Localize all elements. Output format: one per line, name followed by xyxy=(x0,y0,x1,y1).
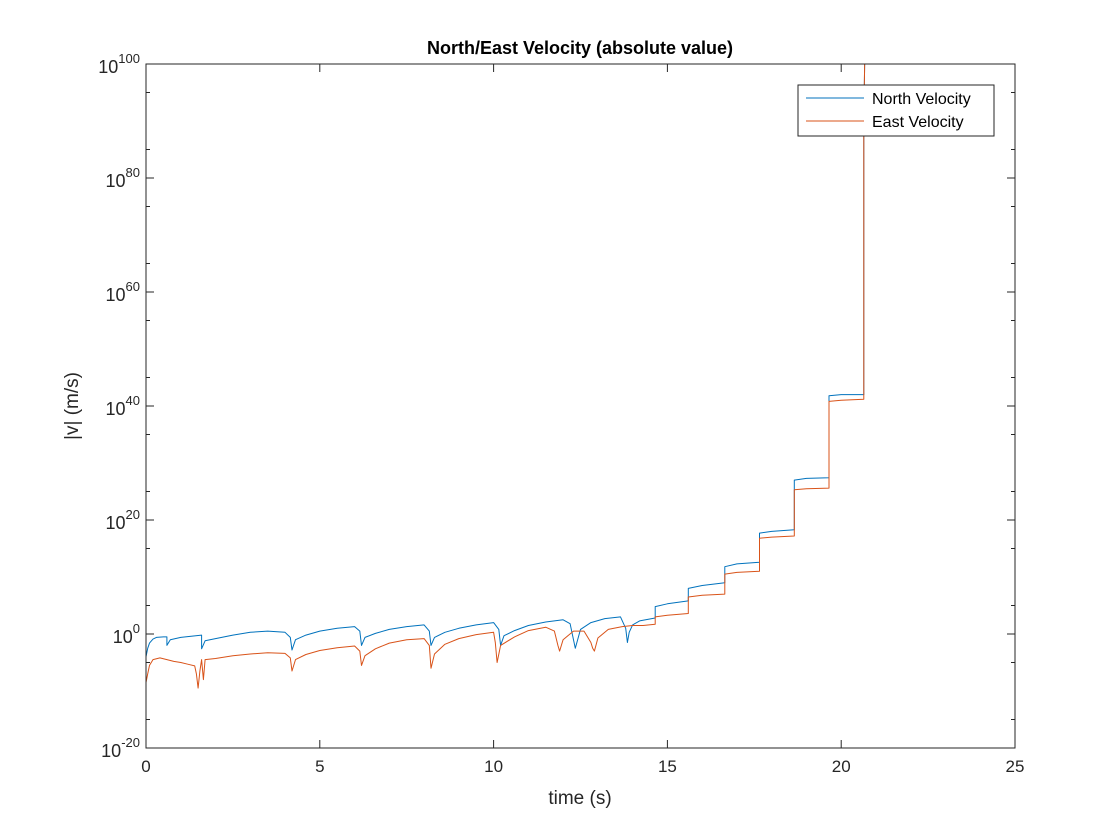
x-axis-label: time (s) xyxy=(548,788,611,809)
legend-box xyxy=(797,84,995,137)
y-tick-exp: 40 xyxy=(126,393,140,408)
y-tick-exp: 80 xyxy=(126,165,140,180)
legend-label-north: North Velocity xyxy=(872,91,971,108)
y-tick-label: 1040 xyxy=(106,393,141,419)
series-layer xyxy=(146,64,866,689)
y-tick-base: 10 xyxy=(101,741,121,761)
x-tick-label: 20 xyxy=(832,757,851,776)
x-tick-label: 5 xyxy=(315,757,324,776)
y-tick-base: 10 xyxy=(113,627,133,647)
y-tick-exp: 60 xyxy=(126,279,140,294)
y-tick-label: 10-20 xyxy=(101,735,140,761)
x-tick-label: 15 xyxy=(658,757,677,776)
y-tick-label: 10100 xyxy=(98,51,140,77)
series-line-north-velocity xyxy=(146,64,866,657)
chart-title: North/East Velocity (absolute value) xyxy=(427,38,733,58)
y-tick-exp: 0 xyxy=(133,621,140,636)
plot-area xyxy=(146,64,1015,748)
y-tick-exp: 100 xyxy=(118,51,140,66)
y-tick-base: 10 xyxy=(106,399,126,419)
y-tick-base: 10 xyxy=(106,285,126,305)
legend: North Velocity East Velocity xyxy=(797,84,995,137)
x-tick-label: 25 xyxy=(1006,757,1025,776)
y-tick-exp: -20 xyxy=(121,735,140,750)
y-tick-label: 1080 xyxy=(106,165,141,191)
axes-box xyxy=(145,63,1016,749)
y-tick-label: 100 xyxy=(113,621,140,647)
y-tick-label: 1060 xyxy=(106,279,141,305)
x-tick-label: 0 xyxy=(141,757,150,776)
y-tick-base: 10 xyxy=(106,513,126,533)
legend-label-east: East Velocity xyxy=(872,114,964,131)
x-tick-label: 10 xyxy=(484,757,503,776)
y-tick-base: 10 xyxy=(106,171,126,191)
y-tick-label: 1020 xyxy=(106,507,141,533)
y-tick-exp: 20 xyxy=(126,507,140,522)
y-axis-label: |v| (m/s) xyxy=(62,372,83,440)
y-tick-base: 10 xyxy=(98,57,118,77)
series-line-east-velocity xyxy=(146,64,866,689)
